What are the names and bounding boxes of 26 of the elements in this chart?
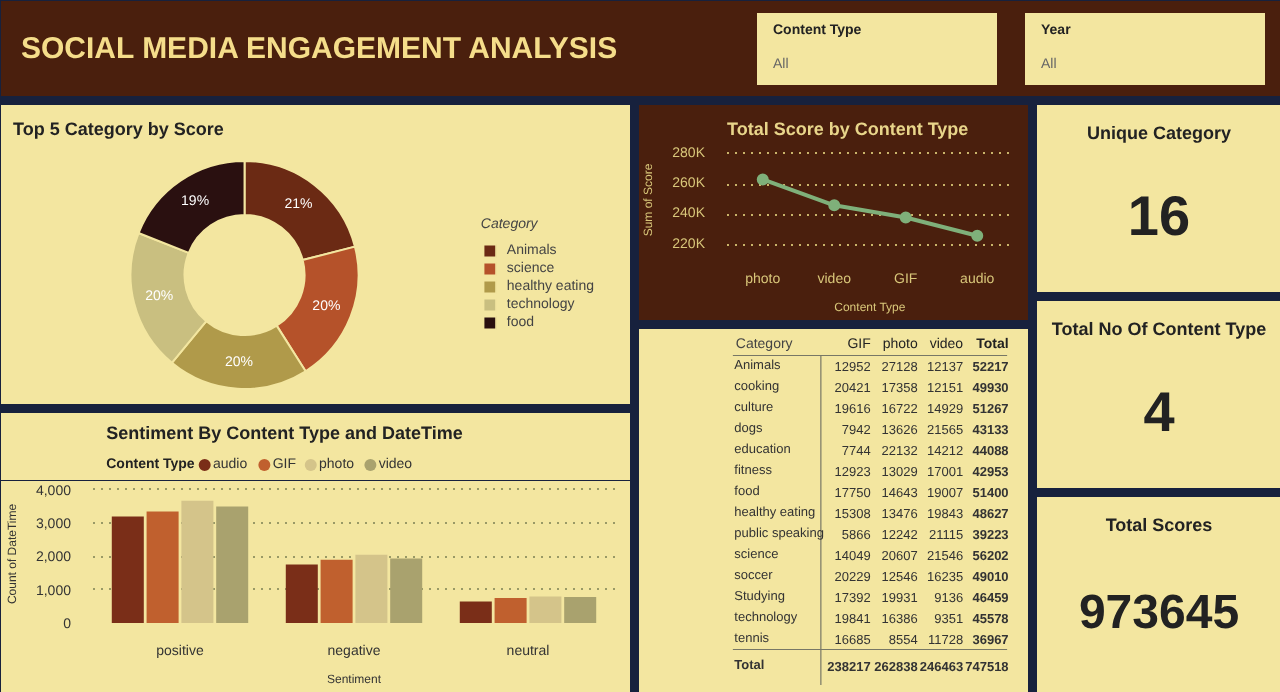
bar xyxy=(216,506,249,623)
bar xyxy=(564,597,597,623)
point xyxy=(971,229,984,242)
text: Unique Category xyxy=(1086,123,1232,143)
data-label: 16 xyxy=(1127,185,1191,247)
bar xyxy=(529,596,562,623)
bar xyxy=(459,601,492,623)
bar xyxy=(390,558,423,623)
point xyxy=(828,199,841,212)
text: SOCIAL MEDIA ENGAGEMENT ANALYSIS xyxy=(21,32,618,66)
chart-title: Sentiment By Content Type and DateTime xyxy=(106,423,463,443)
bar xyxy=(494,598,527,623)
text: Total No Of Content Type xyxy=(1051,319,1267,339)
chart-title: Total Score by Content Type xyxy=(727,119,969,139)
bar xyxy=(181,500,214,623)
bar xyxy=(146,511,179,623)
chart-title: Top 5 Category by Score xyxy=(13,119,224,139)
data-label: 973645 xyxy=(1078,586,1240,640)
point xyxy=(899,211,912,224)
bar xyxy=(285,564,318,623)
bar xyxy=(111,516,144,623)
data-label: 4 xyxy=(1143,381,1176,443)
bar xyxy=(320,559,353,623)
bar xyxy=(355,554,388,623)
text: Total Scores xyxy=(1105,515,1213,535)
point xyxy=(756,173,769,186)
